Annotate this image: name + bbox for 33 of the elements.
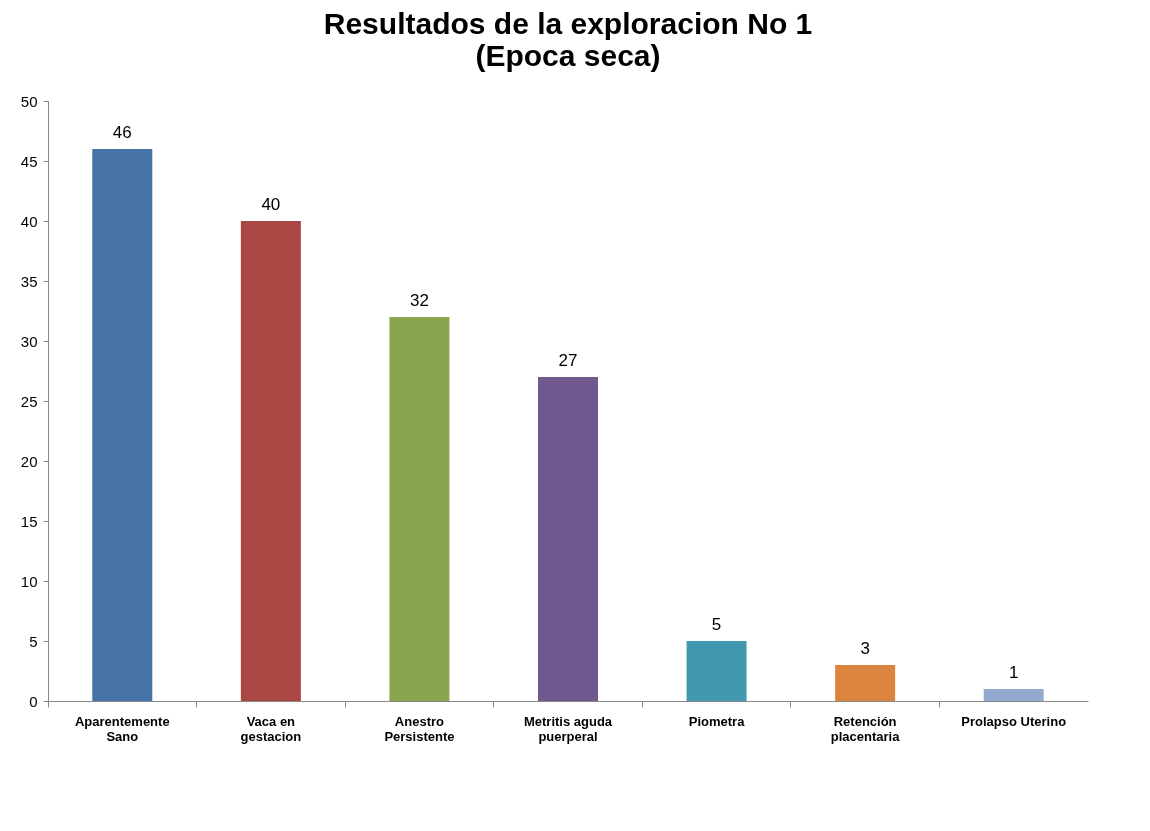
data-label: 1 <box>1008 663 1019 682</box>
y-tick-label: 25 <box>20 392 38 410</box>
chart-title: Resultados de la exploracion No 1 (Epoca seca) <box>323 7 813 72</box>
bar <box>983 689 1044 701</box>
data-label: 3 <box>860 639 870 658</box>
bar <box>686 641 747 701</box>
x-tick-label: Metritis aguda puerperal <box>523 713 613 744</box>
y-tick-label: 20 <box>20 452 38 470</box>
data-label: 27 <box>558 351 578 370</box>
bar <box>389 317 450 701</box>
x-tick-label: Prolapso Uterino <box>961 713 1067 729</box>
x-tick-label: Anestro Persistente <box>384 713 455 744</box>
x-tick-label: Vaca en gestacion <box>240 713 302 744</box>
bar <box>835 665 896 701</box>
x-tick-label: Retención placentaria <box>830 713 901 744</box>
data-label: 32 <box>409 291 429 310</box>
data-label: 40 <box>261 195 281 214</box>
bar <box>240 221 301 701</box>
data-label: 46 <box>112 123 132 142</box>
bar <box>92 149 153 701</box>
y-tick-label: 45 <box>20 152 38 170</box>
x-tick-label: Aparentemente Sano <box>74 713 170 744</box>
y-tick-label: 0 <box>29 692 38 710</box>
y-tick-label: 35 <box>20 272 38 290</box>
y-tick-label: 50 <box>20 92 38 110</box>
y-tick-label: 15 <box>20 512 38 530</box>
y-tick-label: 5 <box>29 632 38 650</box>
x-tick-label: Piometra <box>688 713 746 729</box>
y-tick-label: 10 <box>20 572 38 590</box>
bar <box>538 377 598 701</box>
y-tick-label: 30 <box>20 332 38 350</box>
y-tick-label: 40 <box>20 212 38 230</box>
data-label: 5 <box>711 615 722 634</box>
